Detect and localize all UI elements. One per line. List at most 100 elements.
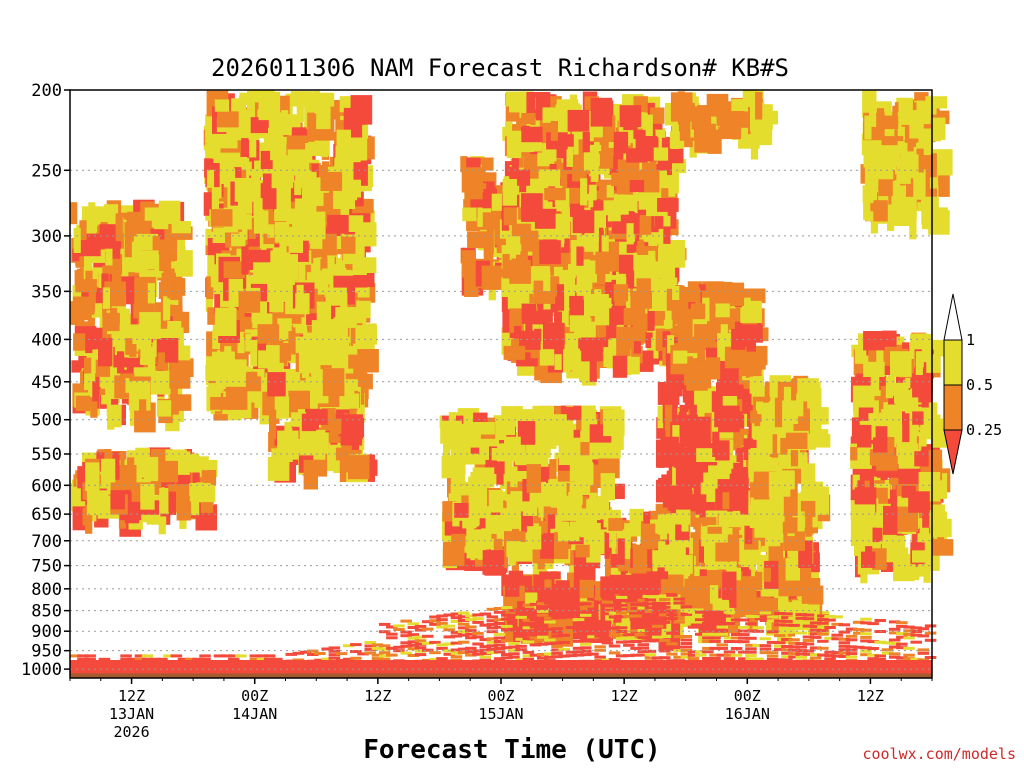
cell xyxy=(875,418,883,434)
cell xyxy=(879,376,887,391)
stripe-cell xyxy=(630,618,642,622)
stripe-cell xyxy=(343,644,355,648)
stripe-cell xyxy=(529,614,542,618)
cell xyxy=(595,251,610,274)
stripe-cell xyxy=(429,651,441,655)
cell xyxy=(702,463,710,478)
stripe-cell xyxy=(414,639,427,643)
cell xyxy=(156,400,172,417)
cell xyxy=(618,254,634,274)
stripe-cell xyxy=(623,633,635,637)
cell xyxy=(90,401,98,418)
cell xyxy=(511,145,519,172)
stripe-cell xyxy=(508,648,520,652)
stripe-cell xyxy=(465,650,477,654)
cell xyxy=(277,430,299,460)
stripe-cell xyxy=(407,626,420,629)
stripe-cell xyxy=(659,605,671,609)
stripe-cell xyxy=(450,648,463,652)
cell xyxy=(520,421,536,445)
stripe-cell xyxy=(565,603,578,607)
stripe-cell xyxy=(465,618,477,622)
stripe-cell xyxy=(472,613,484,617)
stripe-cell xyxy=(680,605,693,609)
cell xyxy=(85,505,93,534)
cell xyxy=(503,345,526,360)
cell xyxy=(509,166,517,191)
cell xyxy=(472,506,480,526)
cell xyxy=(505,121,513,136)
cell xyxy=(630,291,652,309)
cell xyxy=(127,457,135,472)
cell xyxy=(140,483,155,510)
stripe-cell xyxy=(436,646,448,650)
cell xyxy=(463,199,471,213)
cell xyxy=(931,539,954,556)
stripe-cell xyxy=(544,642,556,646)
stripe-cell xyxy=(501,628,513,632)
stripe-cell xyxy=(400,619,412,623)
cell xyxy=(742,580,757,600)
cell xyxy=(341,236,356,254)
stripe-cell xyxy=(544,601,556,605)
cell xyxy=(336,129,351,160)
cell xyxy=(210,397,232,410)
cell xyxy=(686,289,701,302)
cell xyxy=(268,120,284,146)
stripe-cell xyxy=(170,654,183,658)
stripe-cell xyxy=(407,647,420,651)
cell xyxy=(296,93,304,122)
cell xyxy=(501,277,509,297)
cell xyxy=(337,393,360,414)
cell xyxy=(768,546,783,564)
cell xyxy=(580,583,588,611)
stripe-cell xyxy=(522,618,535,622)
stripe-cell xyxy=(120,657,132,661)
stripe-cell xyxy=(637,625,649,629)
cell xyxy=(666,288,674,316)
cell xyxy=(539,240,561,265)
cell xyxy=(80,370,88,401)
stripe-cell xyxy=(544,652,556,656)
cell xyxy=(792,378,800,396)
cell xyxy=(854,540,862,556)
cell xyxy=(267,224,275,238)
stripe-cell xyxy=(608,633,621,637)
cell xyxy=(671,124,679,149)
stripe-cell xyxy=(522,626,535,630)
cell xyxy=(749,505,757,528)
stripe-cell xyxy=(486,619,499,623)
stripe-cell xyxy=(659,613,671,617)
cell xyxy=(689,404,697,419)
cell xyxy=(647,300,655,331)
stripe-cell xyxy=(479,612,491,616)
cell xyxy=(801,474,809,489)
cell xyxy=(774,397,783,428)
stripe-cell xyxy=(594,645,606,649)
cell xyxy=(488,490,504,513)
cell xyxy=(773,421,781,437)
cell xyxy=(568,264,576,287)
stripe-cell xyxy=(529,632,542,636)
cell xyxy=(863,331,885,351)
stripe-cell xyxy=(501,613,513,617)
cell xyxy=(896,383,904,409)
region-day1-mid-scatter xyxy=(267,407,378,490)
stripe-cell xyxy=(572,646,585,650)
cell xyxy=(577,263,593,290)
stripe-cell xyxy=(558,647,570,651)
cell xyxy=(770,380,778,409)
cell xyxy=(797,378,819,402)
cell xyxy=(763,567,771,582)
cell xyxy=(92,381,100,409)
cell xyxy=(506,130,522,159)
cell xyxy=(463,413,471,431)
stripe-cell xyxy=(551,655,563,659)
stripe-cell xyxy=(536,653,549,656)
cell xyxy=(102,209,110,229)
stripe-cell xyxy=(515,608,527,612)
cell xyxy=(79,220,87,240)
low-level-layer xyxy=(70,593,937,663)
stripe-cell xyxy=(457,640,470,644)
stripe-cell xyxy=(400,630,412,634)
